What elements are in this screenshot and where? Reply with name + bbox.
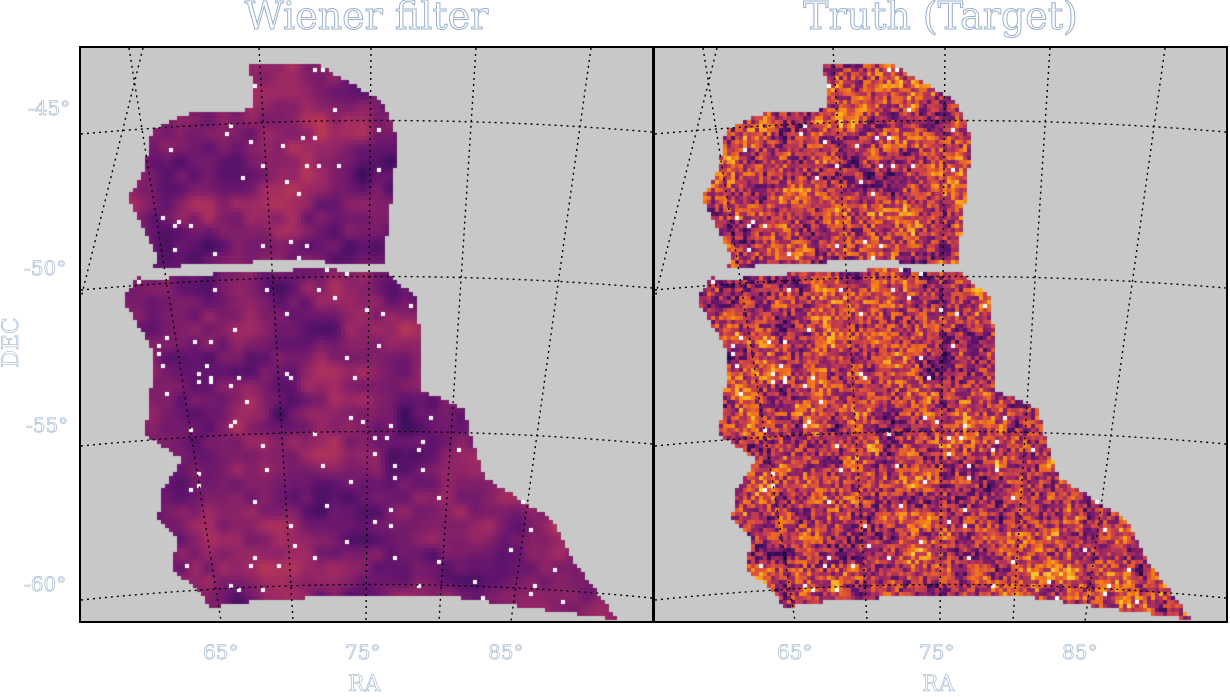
dec-gridline <box>655 275 1226 291</box>
ra-gridline <box>939 48 946 621</box>
dec-gridline <box>81 430 652 447</box>
truth-target-map <box>653 46 1228 623</box>
dec-gridline <box>81 583 652 601</box>
x-tick-label: 65° <box>203 640 239 665</box>
dec-gridline <box>655 119 1226 135</box>
y-axis-label: DEC <box>0 317 24 368</box>
y-tick-label: -45° <box>28 96 71 121</box>
dec-gridline <box>655 430 1226 447</box>
ra-gridline <box>128 48 222 621</box>
right-panel-title: Truth (Target) <box>803 0 1079 39</box>
x-axis-label: RA <box>922 672 955 697</box>
ra-gridline <box>438 48 477 621</box>
left-panel-title: Wiener filter <box>244 0 489 39</box>
ra-gridline <box>655 48 718 299</box>
x-tick-label: 85° <box>488 640 524 665</box>
wiener-filter-map <box>79 46 654 623</box>
x-axis-label: RA <box>348 672 381 697</box>
dec-gridline <box>81 275 652 291</box>
dec-gridline <box>655 583 1226 601</box>
ra-gridline <box>1012 48 1051 621</box>
ra-gridline <box>258 48 294 621</box>
wiener-filter-graticule <box>81 48 652 621</box>
ra-gridline <box>702 48 796 621</box>
ra-gridline <box>81 48 144 299</box>
ra-gridline <box>1084 48 1166 621</box>
y-tick-label: -50° <box>24 256 67 281</box>
x-tick-label: 75° <box>919 640 955 665</box>
ra-gridline <box>365 48 372 621</box>
y-tick-label: -60° <box>24 572 67 597</box>
ra-gridline <box>510 48 592 621</box>
truth-target-graticule <box>655 48 1226 621</box>
truth-target-heatmap <box>655 48 1226 621</box>
x-tick-label: 85° <box>1062 640 1098 665</box>
y-tick-label: -55° <box>26 413 69 438</box>
dec-gridline <box>81 119 652 135</box>
x-tick-label: 65° <box>777 640 813 665</box>
x-tick-label: 75° <box>345 640 381 665</box>
ra-gridline <box>832 48 868 621</box>
wiener-filter-heatmap <box>81 48 652 621</box>
